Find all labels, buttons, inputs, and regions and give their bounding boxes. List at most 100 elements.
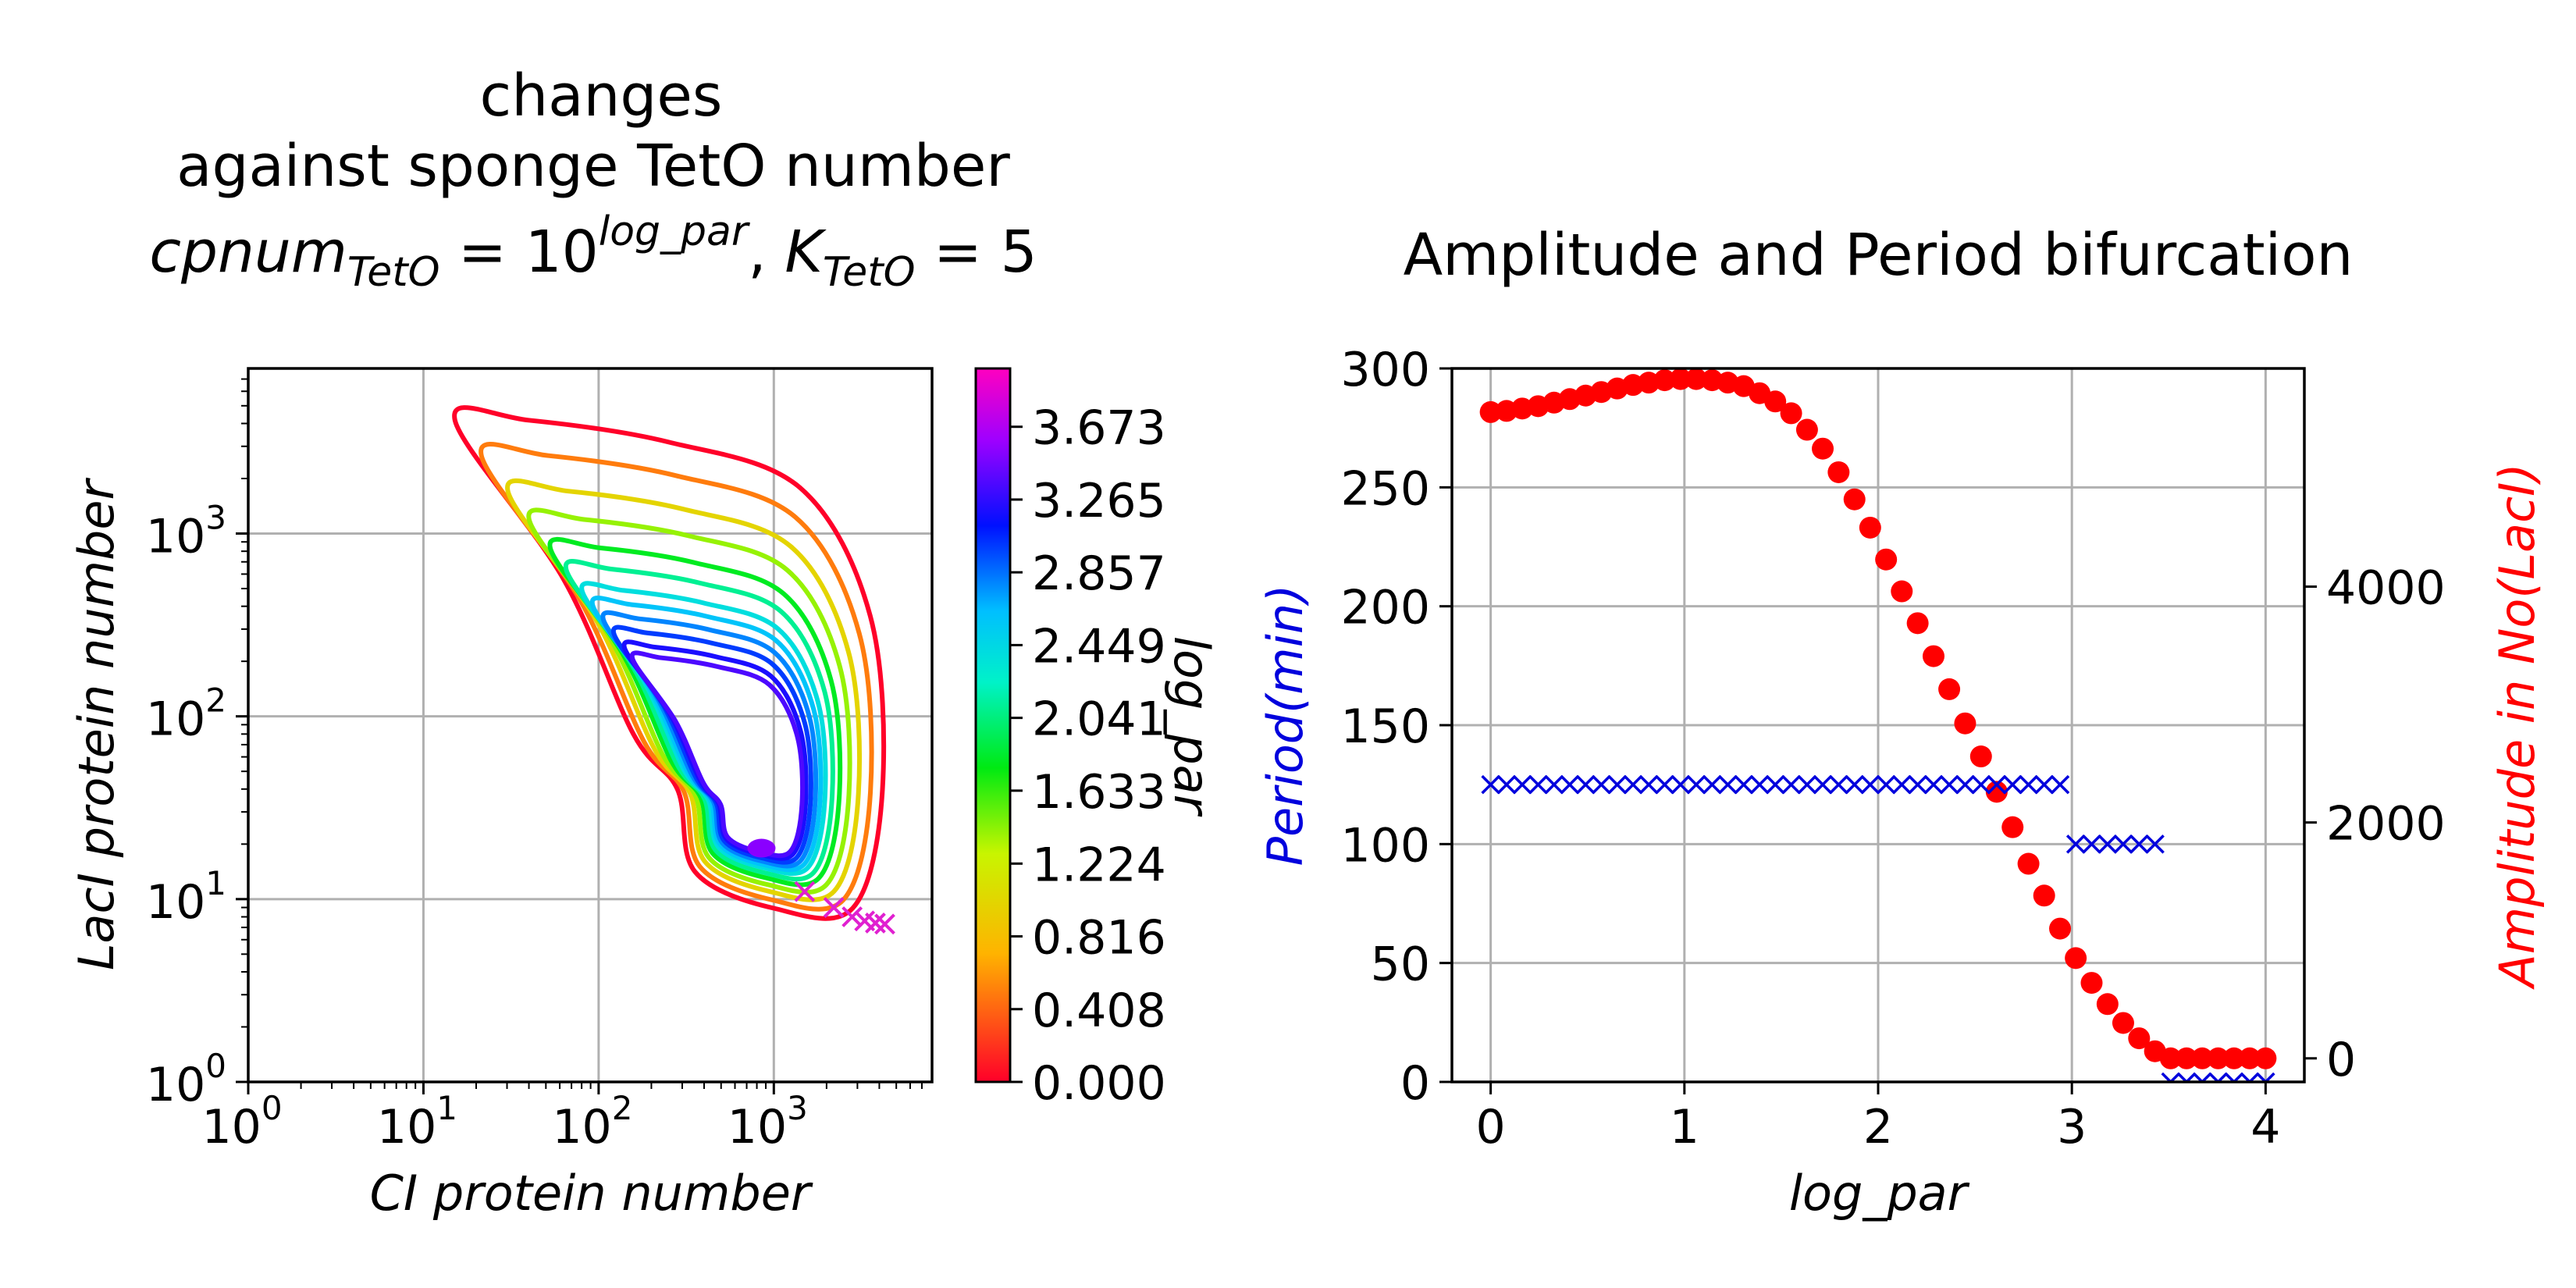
period-point [1797,774,1817,795]
amplitude-point [2254,1047,2277,1069]
limit-cycle-curves [452,405,887,921]
period-point [1923,774,1944,795]
amplitude-point [1780,402,1802,425]
right-title: Amplitude and Period bifurcation [1404,222,2354,289]
right-x-axis-label: log_par [1789,1165,1970,1222]
period-tick-label: 100 [1340,818,1430,873]
amplitude-point [1922,645,1944,667]
amplitude-point [2191,1047,2214,1069]
period-point [2019,774,2038,795]
colorbar-tick-label: 3.265 [1032,474,1166,528]
formula-eq2: = 5 [916,219,1037,286]
colorbar-tick-label: 0.408 [1032,984,1166,1038]
amplitude-axis-label: Amplitude in No(LacI) [2489,463,2546,990]
period-tick-label: 250 [1340,461,1430,516]
amplitude-point [2176,1047,2198,1069]
amplitude-point [1985,781,2008,803]
period-point [1576,774,1596,795]
period-point [1528,774,1548,795]
left-title-formula: cpnumTetO = 10log_par, KTetO = 5 [149,208,1037,296]
amplitude-tick-label: 2000 [2326,797,2446,852]
left-y-tick-label: 103 [146,498,226,564]
left-x-ticks: 100 101 102 103 [201,1082,923,1155]
period-point [1939,774,1959,795]
right-x-tick-label: 1 [1670,1100,1699,1155]
right-left-y-ticks: 0 50 100 150 200 250 300 [1340,343,1452,1111]
period-point [1655,774,1674,795]
limit-cycle-curve [611,624,813,865]
period-point [1496,774,1517,795]
amplitude-point [2065,947,2087,970]
formula-sup: log_par [599,208,751,255]
left-x-axis-label: CI protein number [370,1165,813,1222]
period-point [1512,774,1532,795]
period-point [1734,774,1753,795]
phase-plane-chart: changes against sponge TetO number cpnum… [68,62,1220,1222]
fixed-point-marker [823,897,845,918]
period-tick-label: 200 [1340,581,1430,635]
period-point [1955,774,1975,795]
right-series [1479,368,2277,1082]
period-point [1987,774,2007,795]
bifurcation-chart: Amplitude and Period bifurcation 0 1 2 3 4 0… [1257,222,2546,1222]
period-point [2034,774,2054,795]
limit-cycle-curve [452,405,887,921]
period-point [2224,1072,2244,1082]
colorbar-tick-label: 1.633 [1032,765,1166,820]
amplitude-point [1764,390,1787,413]
period-point [1592,774,1611,795]
period-point [2065,834,2086,854]
colorbar-tick-label: 2.857 [1032,546,1166,601]
limit-cycle-curve [600,610,819,869]
fixed-point-marker [874,913,895,935]
limit-cycle-curve [579,581,828,876]
amplitude-point [1859,516,1881,539]
period-point [2240,1072,2260,1082]
period-point [1908,774,1927,795]
limit-cycle-curve [526,507,852,895]
limit-cycle-curve [563,559,835,882]
period-point [2082,834,2101,854]
period-point [2176,1072,2197,1082]
amplitude-point [2128,1027,2151,1050]
period-point [1892,774,1912,795]
fixed-point-marker [794,881,816,902]
amplitude-point [2017,852,2040,875]
period-point [2050,774,2070,795]
period-point [1560,774,1580,795]
amplitude-point [2207,1047,2229,1069]
amplitude-point [2239,1047,2261,1069]
right-x-tick-label: 0 [1476,1100,1506,1155]
period-point [1686,774,1706,795]
amplitude-point [1669,368,1692,390]
period-point [1607,774,1627,795]
amplitude-point [2112,1012,2134,1034]
left-y-tick-label: 102 [146,681,226,747]
amplitude-point [1906,612,1929,635]
period-tick-label: 150 [1340,699,1430,754]
period-point [1845,774,1864,795]
period-point [1971,774,1991,795]
formula-eq1: = 10 [440,219,599,286]
amplitude-point [2033,884,2055,907]
right-x-ticks: 0 1 2 3 4 [1476,1082,2280,1155]
period-point [1718,774,1738,795]
formula-sep: , [748,219,785,286]
period-point [2097,834,2118,854]
period-point [2192,1072,2212,1082]
fixed-point-markers [794,881,895,935]
amplitude-point [1827,461,1850,483]
period-point [1813,774,1833,795]
left-x-tick-label: 101 [377,1089,457,1155]
period-point [2161,1072,2180,1082]
right-x-tick-label: 2 [1863,1100,1893,1155]
colorbar [974,367,1012,1083]
colorbar-ticks: 0.000 0.408 0.816 1.224 1.633 2.041 2.449 2.857… [1010,401,1166,1111]
period-point [2113,834,2133,854]
period-point [2145,834,2165,854]
amplitude-point [2049,917,2072,940]
right-gridlines [1452,367,2304,1083]
limit-cycle-curve [589,596,824,873]
formula-k-sub: TetO [823,249,916,296]
